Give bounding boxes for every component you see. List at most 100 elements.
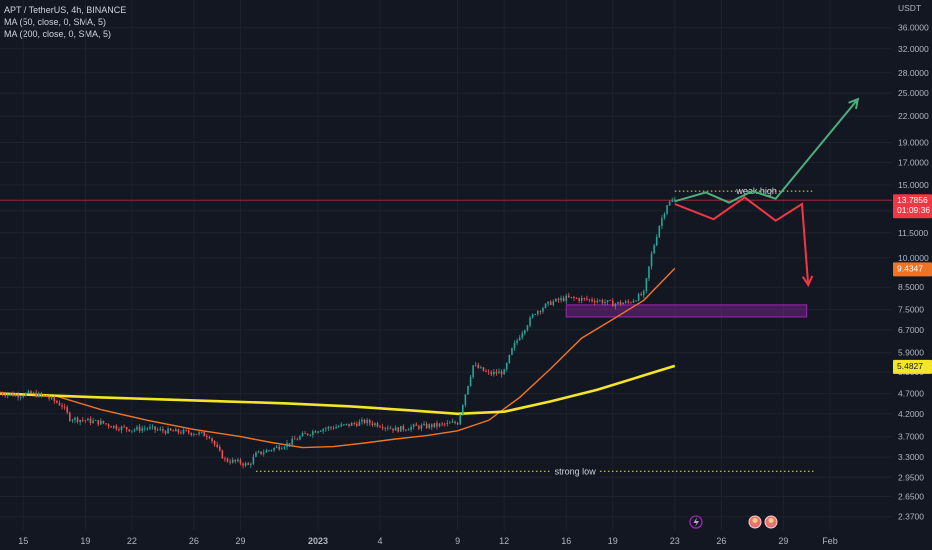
- y-tick-label: 6.7000: [898, 325, 924, 335]
- candle-body: [56, 401, 58, 403]
- candle-body: [293, 438, 296, 440]
- y-tick-label: 5.9000: [898, 348, 924, 358]
- candle-body: [580, 298, 583, 301]
- candle-body: [327, 426, 330, 429]
- candle-body: [549, 301, 552, 305]
- strong-low-label: strong low: [555, 466, 597, 476]
- candle-body: [0, 392, 1, 394]
- x-tick-label: 15: [18, 536, 28, 546]
- candle-body: [100, 420, 102, 425]
- candle-body: [653, 245, 655, 254]
- candle-body: [40, 393, 43, 396]
- candle-body: [490, 372, 493, 375]
- candle-body: [526, 325, 529, 331]
- candle-body: [376, 423, 379, 427]
- candle-body: [524, 330, 526, 334]
- candle-body: [443, 423, 446, 425]
- candle-body: [405, 429, 407, 431]
- candle-body: [355, 423, 358, 426]
- y-tick-label: 3.3000: [898, 452, 924, 462]
- candle-body: [242, 463, 244, 466]
- strong-low-label-bg: [551, 465, 600, 478]
- candle-body: [645, 278, 648, 291]
- candles: [0, 196, 676, 469]
- candle-body: [637, 294, 640, 301]
- time-axis[interactable]: 15 19 22 26 29 2023 4 9 12 16 19 23 26 29 Feb: [18, 536, 837, 546]
- candle-body: [198, 432, 200, 435]
- candle-body: [206, 436, 208, 438]
- candle-body: [167, 428, 169, 434]
- candle-body: [226, 458, 229, 462]
- candle-body: [306, 433, 309, 435]
- price-axis[interactable]: 2.3700 2.6500 2.9500 3.3000 3.7000 4.2000 4.70…: [898, 3, 929, 522]
- x-tick-label: 19: [608, 536, 618, 546]
- x-tick-label: 26: [716, 536, 726, 546]
- candle-body: [43, 395, 45, 396]
- y-tick-label: 17.0000: [898, 158, 929, 168]
- dividend-icon-inner: [768, 518, 774, 523]
- y-tick-label: 11.5000: [898, 228, 928, 238]
- y-tick-label: 22.0000: [898, 111, 929, 121]
- candle-body: [485, 370, 487, 372]
- candle-body: [283, 447, 286, 449]
- bullish-path: [674, 98, 859, 204]
- candle-body: [467, 385, 469, 395]
- x-tick-label: 22: [127, 536, 137, 546]
- candle-body: [353, 423, 356, 424]
- ma200-legend[interactable]: MA (200, close, 0, SMA, 5): [4, 29, 112, 39]
- candle-body: [578, 298, 580, 301]
- candle-body: [573, 297, 575, 299]
- candle-body: [94, 420, 97, 421]
- candle-body: [630, 302, 632, 304]
- candle-body: [112, 425, 115, 428]
- candle-body: [562, 298, 565, 301]
- candle-body: [397, 427, 399, 432]
- ma50-legend[interactable]: MA (50, close, 0, SMA, 5): [4, 17, 107, 27]
- candle-body: [614, 303, 617, 307]
- lightning-bolt-icon: [693, 517, 699, 527]
- x-tick-label: Feb: [822, 536, 838, 546]
- candle-body: [275, 446, 278, 448]
- candle-body: [319, 431, 322, 432]
- candle-body: [482, 367, 485, 371]
- candle-body: [216, 444, 218, 448]
- candle-body: [84, 420, 87, 421]
- candle-body: [6, 394, 9, 396]
- candle-body: [456, 423, 459, 425]
- candle-body: [32, 392, 35, 394]
- x-tick-label: 4: [378, 536, 383, 546]
- candle-body: [493, 371, 495, 375]
- symbol-title[interactable]: APT / TetherUS, 4h, BINANCE: [4, 5, 127, 15]
- candle-body: [469, 376, 472, 386]
- candle-body: [286, 443, 288, 448]
- candle-body: [138, 426, 141, 431]
- x-tick-label: 19: [80, 536, 90, 546]
- candle-body: [389, 428, 392, 430]
- candle-body: [449, 422, 451, 424]
- candle-body: [244, 463, 247, 466]
- candle-body: [177, 429, 180, 433]
- candle-body: [539, 310, 542, 312]
- candle-body: [593, 301, 596, 303]
- candle-body: [663, 213, 666, 219]
- current-price-badge-text: 13.7856: [897, 195, 928, 205]
- candle-body: [107, 424, 110, 427]
- candle-body: [642, 290, 645, 296]
- candle-body: [438, 423, 441, 427]
- candle-body: [399, 425, 402, 432]
- candle-body: [296, 439, 299, 441]
- x-tick-label: 12: [499, 536, 509, 546]
- x-tick-label: 26: [189, 536, 199, 546]
- candle-body: [557, 298, 560, 301]
- candle-body: [480, 367, 482, 369]
- candle-body: [203, 432, 206, 437]
- candle-body: [265, 450, 268, 453]
- candle-body: [317, 431, 319, 433]
- candle-body: [565, 295, 568, 301]
- candle-body: [151, 426, 154, 428]
- candle-body: [648, 266, 650, 279]
- candle-body: [521, 333, 524, 338]
- candle-body: [61, 405, 63, 407]
- candle-body: [255, 452, 257, 457]
